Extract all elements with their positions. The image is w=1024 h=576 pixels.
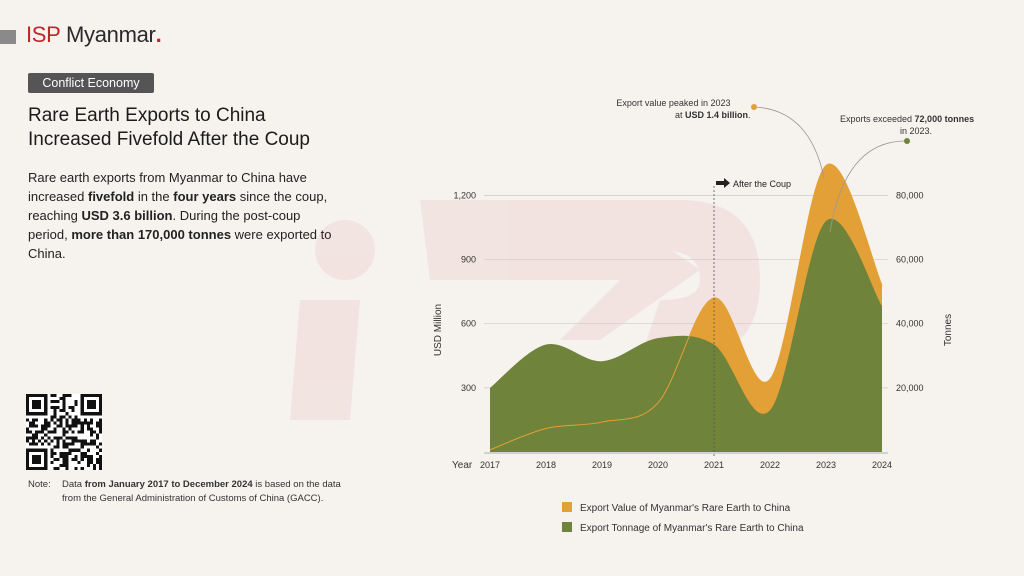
tonnage-area <box>490 218 882 452</box>
peak-tonnage-line1: Exports exceeded <box>840 114 915 124</box>
intro-text: since the coup, reaching <box>28 189 328 223</box>
x-tick-label: 2020 <box>648 460 668 470</box>
x-tick-label: 2018 <box>536 460 556 470</box>
peak-value-bold: USD 1.4 billion <box>685 110 748 120</box>
peak-value-line1: Export value peaked in 2023 <box>616 98 730 108</box>
x-axis-title: Year <box>452 460 473 471</box>
legend-tonnage: Export Tonnage of Myanmar's Rare Earth t… <box>562 522 804 534</box>
title-line-1: Rare Earth Exports to China <box>28 105 266 126</box>
y-left-label: USD Million <box>433 304 444 356</box>
peak-tonnage-bold: 72,000 tonnes <box>915 114 975 124</box>
note-text: is based on the data from the General Ad… <box>62 479 341 504</box>
note-bold: from January 2017 to December 2024 <box>84 479 253 490</box>
y-left-tick-label: 600 <box>461 319 476 329</box>
peak-value-dot <box>751 104 757 110</box>
x-tick-label: 2024 <box>872 460 892 470</box>
peak-tonnage-leader <box>829 140 908 233</box>
intro-text: in the <box>134 189 174 204</box>
note-text: Data <box>62 479 85 490</box>
source-note: Note: Data from January 2017 to December … <box>28 478 368 506</box>
note-label: Note: <box>28 479 51 490</box>
note-body: Data from January 2017 to December 2024 … <box>62 478 362 506</box>
x-tick-label: 2017 <box>480 460 500 470</box>
peak-value-end: . <box>748 110 751 120</box>
qr-code[interactable] <box>26 394 102 470</box>
coup-label: After the Coup <box>733 179 791 189</box>
legend-swatch-tonnage <box>562 522 572 532</box>
logo-dot: . <box>155 22 162 47</box>
brand-bar <box>0 30 16 44</box>
y-right-tick-label: 20,000 <box>896 383 924 393</box>
arrow-right-icon <box>716 178 730 188</box>
y-left-tick-label: 900 <box>461 255 476 265</box>
y-right-label: Tonnes <box>943 314 954 346</box>
legend-swatch-value <box>562 502 572 512</box>
logo-isp: ISP <box>26 22 61 47</box>
x-tick-label: 2022 <box>760 460 780 470</box>
peak-tonnage-dot <box>904 138 910 144</box>
legend-label-tonnage: Export Tonnage of Myanmar's Rare Earth t… <box>580 523 804 534</box>
logo[interactable]: ISP Myanmar. <box>26 22 162 48</box>
category-tag: Conflict Economy <box>28 73 154 93</box>
intro-text: were exported to China. <box>28 227 332 261</box>
peak-tonnage-note: Exports exceeded 72,000 tonnes in 2023. <box>840 114 977 136</box>
peak-value-leader <box>754 106 825 179</box>
y-left-tick-label: 300 <box>461 383 476 393</box>
peak-value-line2: at <box>675 110 685 120</box>
page-title: Rare Earth Exports to China Increased Fi… <box>28 104 348 152</box>
y-left-ticks: 300 600 900 1,200 <box>453 190 476 392</box>
y-right-tick-label: 40,000 <box>896 319 924 329</box>
logo-name: Myanmar <box>65 22 156 47</box>
value-line-under-tonnage <box>489 163 883 451</box>
legend-label-value: Export Value of Myanmar's Rare Earth to … <box>580 503 791 514</box>
intro-bold: USD 3.6 billion <box>81 208 173 223</box>
x-tick-label: 2023 <box>816 460 836 470</box>
peak-tonnage-line2: in 2023. <box>900 126 932 136</box>
intro-text: Rare earth exports from Myanmar to China… <box>28 170 307 204</box>
y-right-tick-label: 60,000 <box>896 255 924 265</box>
y-right-ticks: 20,000 40,000 60,000 80,000 <box>896 190 924 392</box>
y-left-tick-label: 1,200 <box>453 190 476 200</box>
peak-value-note: Export value peaked in 2023 at USD 1.4 b… <box>616 98 750 120</box>
title-line-2: Increased Fivefold After the Coup <box>28 129 310 150</box>
intro-text: . During the post-coup period, <box>28 208 301 242</box>
intro-bold: fivefold <box>87 189 135 204</box>
intro-bold: more than 170,000 tonnes <box>71 227 232 242</box>
x-ticks: 2017 2018 2019 2020 2021 2022 2023 2024 <box>480 460 892 470</box>
x-tick-label: 2021 <box>704 460 724 470</box>
x-tick-label: 2019 <box>592 460 612 470</box>
intro-bold: four years <box>173 189 237 204</box>
y-right-tick-label: 80,000 <box>896 190 924 200</box>
intro-paragraph: Rare earth exports from Myanmar to China… <box>28 168 338 263</box>
legend-value: Export Value of Myanmar's Rare Earth to … <box>562 502 790 514</box>
